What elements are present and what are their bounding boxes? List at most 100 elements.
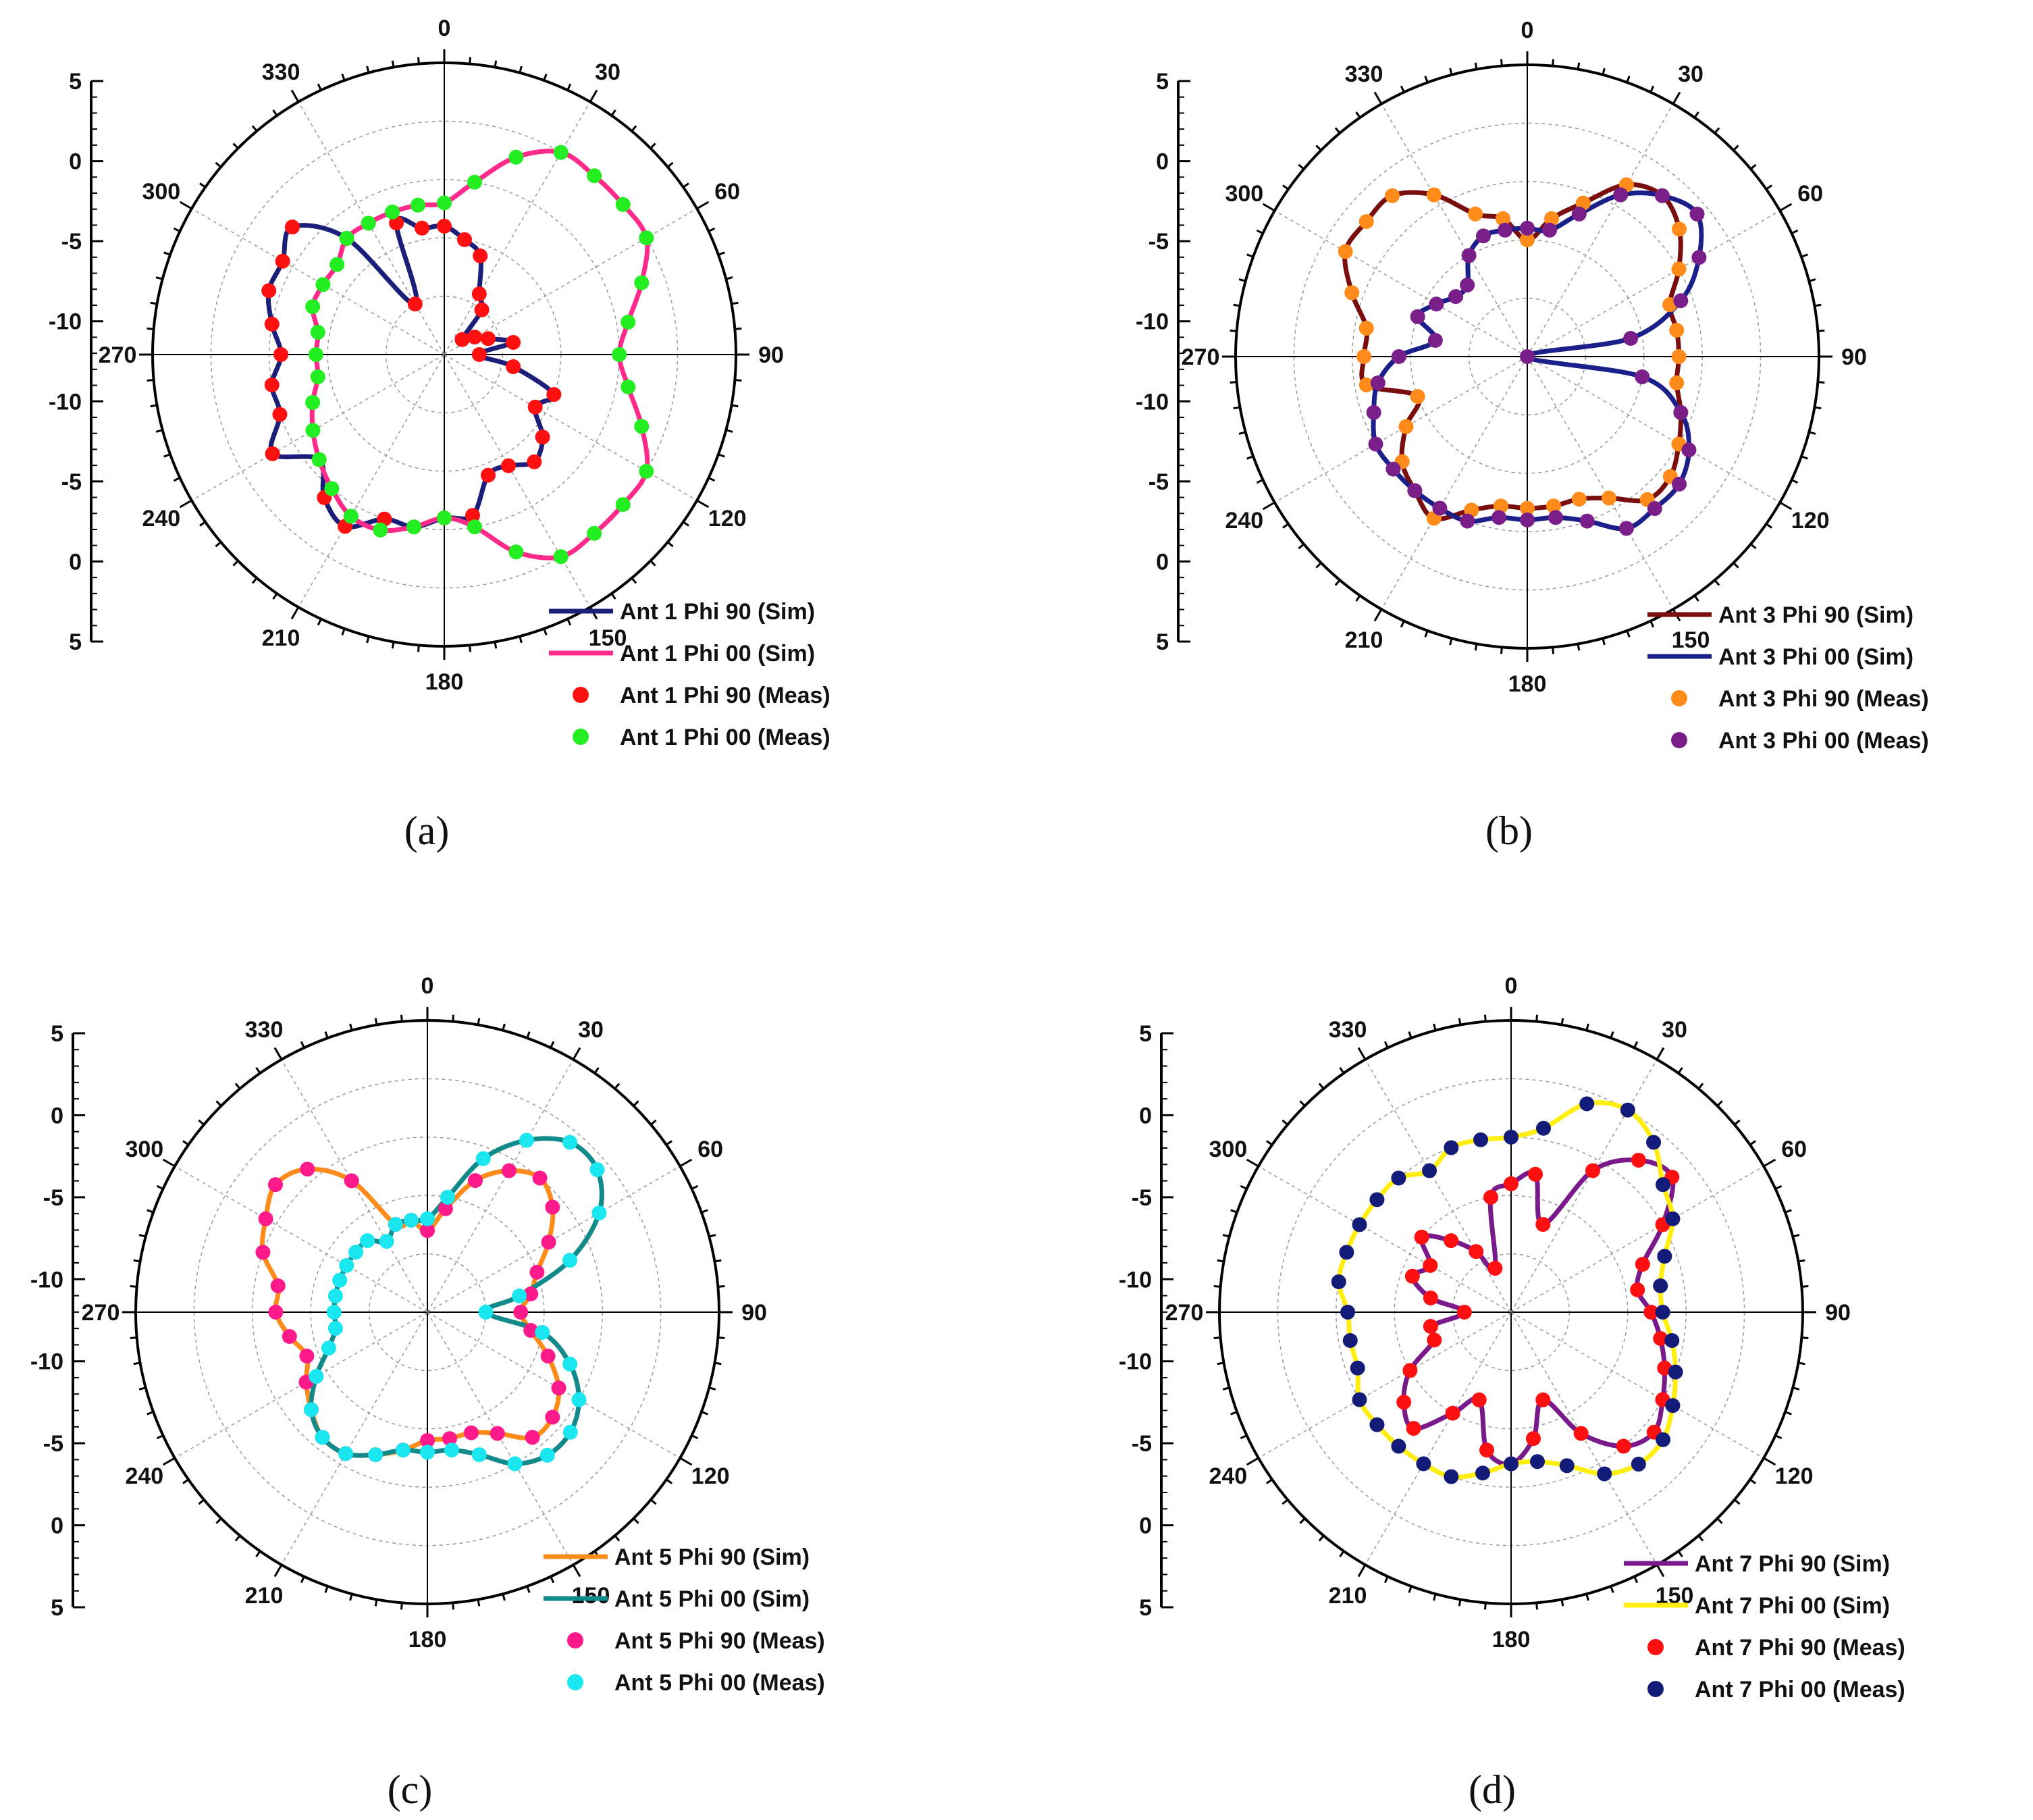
ring-tick (1733, 562, 1739, 569)
data-point (321, 1341, 336, 1356)
ring-tick (1749, 1140, 1756, 1146)
legend-dot-swatch (1671, 690, 1687, 706)
grid-spoke (1527, 210, 1780, 357)
ring-tick (650, 560, 656, 567)
data-point (1493, 498, 1508, 514)
ring-tick (1577, 644, 1581, 651)
ring-tick (691, 1185, 699, 1190)
data-point (1504, 1176, 1519, 1191)
ring-tick (147, 327, 154, 330)
data-point (1385, 188, 1400, 203)
data-point (258, 1211, 273, 1226)
data-point (1616, 1438, 1631, 1454)
data-point (1491, 510, 1506, 525)
ring-tick (610, 109, 616, 116)
data-point (1368, 436, 1383, 452)
data-point (437, 195, 452, 211)
ring-tick (725, 429, 733, 433)
ring-tick (735, 327, 742, 330)
ring-tick (1814, 406, 1822, 410)
ring-tick (1577, 62, 1581, 70)
ring-tick (162, 1457, 176, 1466)
data-point (284, 219, 300, 235)
legend-label: Ant 1 Phi 90 (Meas) (620, 683, 830, 708)
data-point (267, 1177, 283, 1193)
angle-tick-label: 0 (1521, 18, 1534, 43)
data-point (1369, 1417, 1385, 1432)
panel-label: (c) (388, 1767, 433, 1812)
radial-tick-label: -10 (30, 1349, 63, 1375)
data-point (535, 1325, 550, 1341)
data-point (361, 215, 376, 231)
ring-tick (650, 1119, 657, 1126)
ring-tick (1355, 595, 1361, 602)
angle-tick-label: 270 (99, 342, 137, 368)
ring-tick (1602, 638, 1606, 646)
ring-tick (215, 541, 222, 548)
angle-tick-label: 120 (691, 1463, 730, 1489)
data-point (1426, 187, 1442, 203)
grid-spoke (191, 354, 445, 501)
ring-tick (725, 276, 733, 280)
data-point (261, 283, 277, 298)
data-point (1444, 1140, 1459, 1155)
data-point (1460, 513, 1475, 529)
data-point (1631, 1457, 1646, 1472)
ring-tick (550, 1576, 555, 1584)
data-point (388, 1217, 403, 1232)
ring-tick (502, 1023, 506, 1031)
ring-tick (526, 1586, 531, 1593)
panel-d: 030609012015018021024027030033050-5-10-1… (1119, 973, 1905, 1812)
ring-tick (701, 1209, 708, 1214)
data-point (308, 347, 323, 362)
ring-tick (683, 521, 689, 527)
ring-tick (374, 1599, 378, 1607)
legend-label: Ant 5 Phi 90 (Meas) (614, 1628, 825, 1654)
ring-tick (1626, 76, 1631, 83)
ring-tick (1400, 85, 1405, 93)
data-point (1613, 187, 1629, 203)
data-point (474, 302, 490, 317)
data-point (1369, 1192, 1385, 1207)
ring-tick (1716, 1517, 1723, 1524)
ring-tick (1400, 620, 1405, 628)
data-point (444, 1442, 460, 1458)
angle-tick-label: 180 (1508, 671, 1547, 697)
ring-tick (1217, 1361, 1224, 1366)
data-point (475, 1151, 491, 1166)
ring-tick (1791, 229, 1799, 234)
data-point (1691, 250, 1707, 265)
ring-tick (1266, 1478, 1273, 1484)
ring-tick (631, 125, 637, 132)
data-point (1423, 1257, 1438, 1273)
data-point (1504, 1456, 1519, 1472)
ring-tick (1633, 1576, 1639, 1584)
grid-spoke (1381, 356, 1528, 610)
ring-tick (1500, 647, 1503, 654)
data-point (272, 407, 288, 422)
ring-tick (1230, 1209, 1238, 1214)
series-line (1371, 190, 1704, 531)
radial-tick-label: 5 (1139, 1021, 1152, 1047)
data-point (1585, 1163, 1600, 1178)
ring-tick (718, 251, 725, 256)
angle-tick-label: 90 (758, 342, 784, 368)
data-point (343, 509, 359, 524)
ring-tick (679, 1457, 693, 1466)
ring-tick (1334, 579, 1341, 586)
ring-tick (1560, 1599, 1564, 1607)
data-point (1469, 1244, 1484, 1259)
radial-tick-label: -5 (61, 469, 82, 495)
ring-tick (1649, 620, 1655, 628)
ring-tick (417, 57, 420, 64)
data-point (506, 359, 521, 375)
data-point (1535, 1217, 1551, 1232)
angle-tick-label: 240 (1225, 508, 1263, 534)
data-point (478, 1305, 494, 1320)
legend-dot-swatch (567, 1632, 583, 1648)
data-point (1495, 211, 1510, 226)
angle-tick-label: 0 (438, 16, 451, 41)
data-point (440, 1189, 456, 1205)
ring-tick (1246, 1158, 1259, 1168)
ring-tick (452, 1014, 455, 1022)
